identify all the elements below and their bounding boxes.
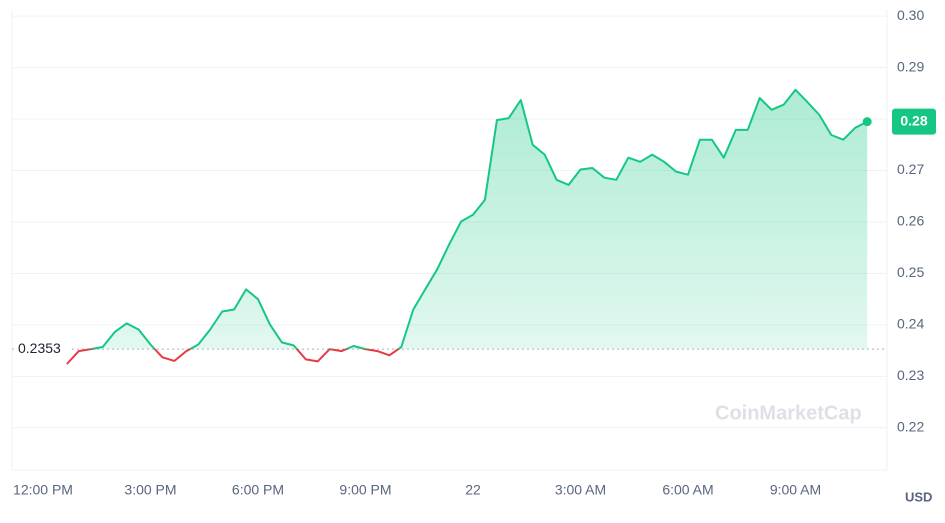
x-tick-label: 22 <box>465 482 481 498</box>
y-tick-label: 0.22 <box>897 419 924 435</box>
y-tick-label: 0.23 <box>897 367 924 383</box>
area-fill <box>90 89 868 350</box>
y-tick-label: 0.26 <box>897 213 924 229</box>
price-badge-bg <box>892 108 936 135</box>
y-tick-label: 0.27 <box>897 161 924 177</box>
x-tick-label: 3:00 PM <box>124 482 176 498</box>
watermark: CoinMarketCap <box>715 402 862 424</box>
baseline-label: 0.2353 <box>18 340 61 356</box>
y-unit: USD <box>905 489 932 504</box>
x-tick-label: 3:00 AM <box>555 482 606 498</box>
y-tick-label: 0.30 <box>897 7 924 23</box>
x-tick-label: 6:00 PM <box>232 482 284 498</box>
price-line <box>66 88 868 365</box>
y-tick-label: 0.29 <box>897 58 924 74</box>
x-tick-label: 6:00 AM <box>662 482 713 498</box>
y-tick-label: 0.25 <box>897 264 924 280</box>
x-tick-label: 12:00 PM <box>13 482 73 498</box>
price-badge: 0.28 <box>900 112 927 128</box>
baseline-label-bg <box>14 338 70 359</box>
x-tick-label: 9:00 PM <box>339 482 391 498</box>
y-tick-label: 0.24 <box>897 316 924 332</box>
last-point <box>862 117 872 127</box>
x-tick-label: 9:00 AM <box>770 482 821 498</box>
